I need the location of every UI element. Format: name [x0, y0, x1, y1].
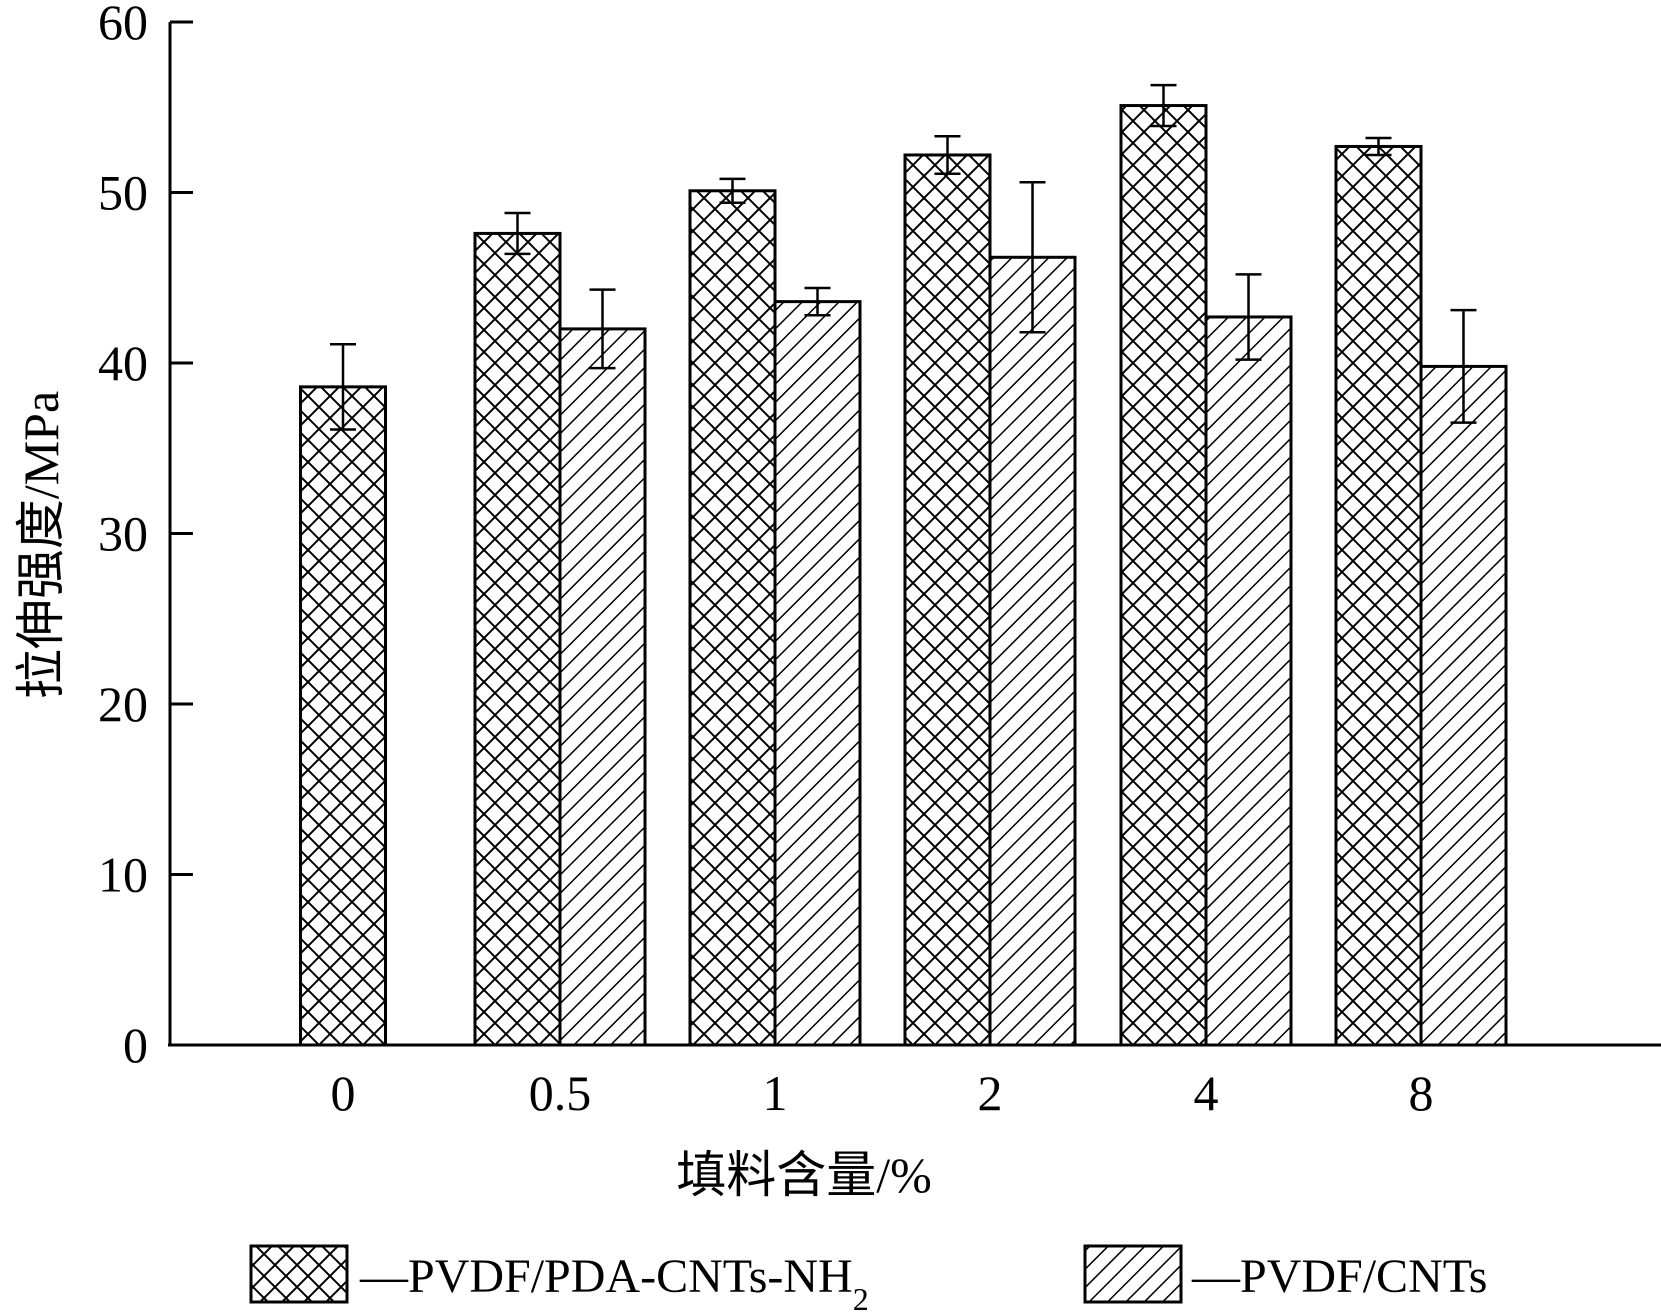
legend-label-series-2-main: —PVDF/CNTs [1191, 1250, 1487, 1303]
legend-label-series-2: —PVDF/CNTs [1191, 1250, 1487, 1303]
legend-label-series-1-sub: 2 [853, 1281, 869, 1316]
bar-series-1-4 [1119, 104, 1208, 1047]
y-tick-label: 60 [98, 0, 148, 50]
bar-series-2-2 [988, 255, 1077, 1047]
x-tick-label: 0 [331, 1065, 356, 1121]
y-tick-label: 50 [98, 165, 148, 221]
legend: —PVDF/PDA-CNTs-NH2 —PVDF/CNTs [249, 1244, 1487, 1316]
bar-series-2-8 [1419, 364, 1508, 1047]
y-axis-title: 拉伸强度/MPa [13, 391, 69, 699]
x-tick-label: 8 [1409, 1065, 1434, 1121]
y-tick-label: 20 [98, 676, 148, 732]
x-axis-title: 填料含量/% [676, 1147, 932, 1203]
x-tick-label: 0.5 [529, 1065, 592, 1121]
legend-swatch-crosshatch [249, 1244, 349, 1304]
bar-series-1-0 [299, 385, 387, 1047]
legend-label-series-1-main: —PVDF/PDA-CNTs-NH [359, 1250, 853, 1303]
plot-area [299, 83, 1508, 1047]
y-tick-label: 30 [98, 506, 148, 562]
y-tick-label: 40 [98, 335, 148, 391]
bar-series-2-0.5 [558, 327, 647, 1047]
bar-series-2-4 [1204, 315, 1293, 1047]
y-tick-label: 0 [123, 1017, 148, 1073]
legend-swatch-diagonal [1083, 1244, 1183, 1304]
y-tick-label: 10 [98, 847, 148, 903]
legend-label-series-1: —PVDF/PDA-CNTs-NH2 [359, 1250, 869, 1316]
x-tick-label: 2 [978, 1065, 1003, 1121]
bar-series-1-8 [1334, 144, 1423, 1047]
bar-series-1-2 [903, 153, 992, 1047]
x-tick-label: 1 [763, 1065, 788, 1121]
x-ticks: 0 0.5 1 2 4 8 [331, 1065, 1434, 1121]
y-ticks: 0 10 20 30 40 50 60 [98, 0, 193, 1073]
bar-series-1-0.5 [473, 231, 562, 1047]
bar-series-1-1 [688, 189, 777, 1047]
bar-series-2-1 [773, 300, 862, 1047]
x-tick-label: 4 [1194, 1065, 1219, 1121]
